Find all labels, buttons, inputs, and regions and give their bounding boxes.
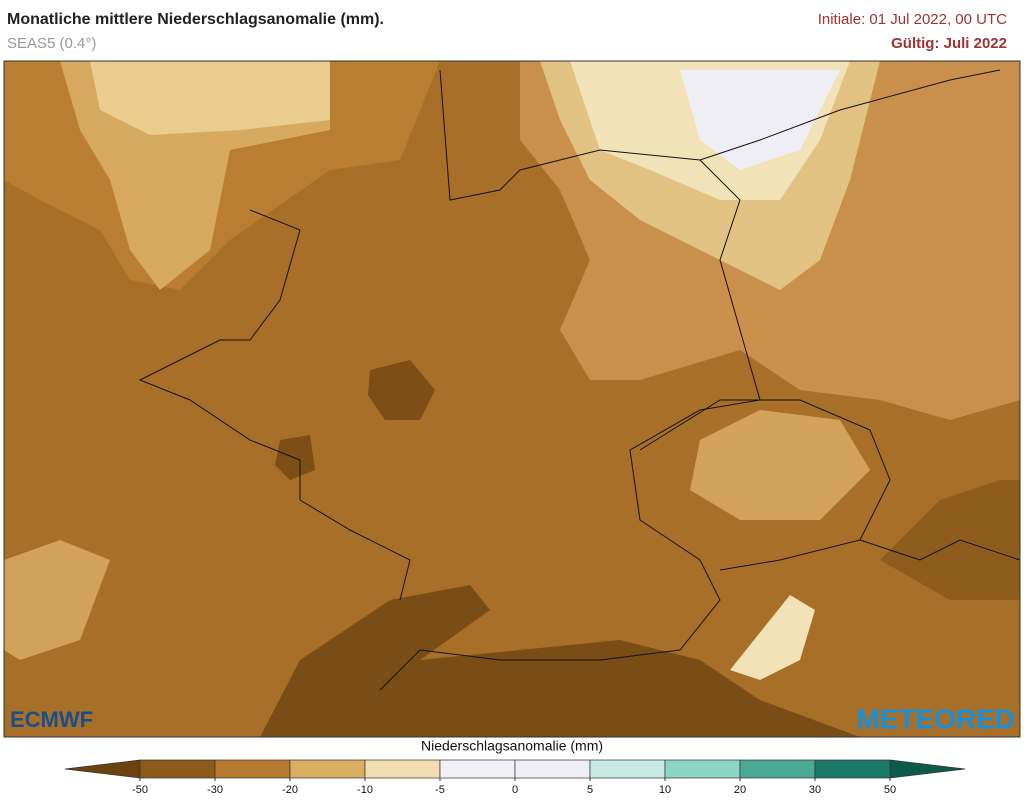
colorbar-tick-label: -50 bbox=[132, 784, 148, 796]
colorbar-segment bbox=[514, 759, 591, 779]
colorbar-tick-label: 5 bbox=[587, 784, 593, 796]
colorbar-extend-low bbox=[64, 759, 141, 779]
colorbar: -50 -30 -20 -10 -5 0 5 10 20 30 50 bbox=[64, 759, 966, 796]
colorbar-segment bbox=[139, 759, 216, 779]
colorbar-segment bbox=[364, 759, 441, 779]
colorbar-tick-label: 50 bbox=[884, 784, 896, 796]
colorbar-tick-label: 0 bbox=[512, 784, 518, 796]
colorbar-extend-high bbox=[889, 759, 966, 779]
subtitle: SEAS5 (0.4°) bbox=[7, 35, 96, 52]
colorbar-segment bbox=[664, 759, 741, 779]
colorbar-tick-label: -10 bbox=[357, 784, 373, 796]
colorbar-segment bbox=[589, 759, 666, 779]
colorbar-tick-label: 10 bbox=[659, 784, 671, 796]
colorbar-segment bbox=[814, 759, 891, 779]
colorbar-segment bbox=[739, 759, 816, 779]
colorbar-segment bbox=[439, 759, 516, 779]
colorbar-segment bbox=[289, 759, 366, 779]
colorbar-tick-label: 20 bbox=[734, 784, 746, 796]
meteored-logo: METEORED bbox=[856, 703, 1015, 734]
valid-date: Gültig: Juli 2022 bbox=[891, 35, 1007, 52]
colorbar-segment bbox=[214, 759, 291, 779]
colorbar-label: Niederschlagsanomalie (mm) bbox=[421, 738, 603, 754]
ecmwf-logo: ECMWF bbox=[10, 707, 93, 732]
colorbar-tick-label: -5 bbox=[435, 784, 445, 796]
title: Monatliche mittlere Niederschlagsanomali… bbox=[7, 11, 384, 28]
init-date: Initiale: 01 Jul 2022, 00 UTC bbox=[818, 11, 1007, 28]
colorbar-tick-label: 30 bbox=[809, 784, 821, 796]
colorbar-tick-label: -20 bbox=[282, 784, 298, 796]
colorbar-tick-label: -30 bbox=[207, 784, 223, 796]
map bbox=[3, 60, 1021, 738]
